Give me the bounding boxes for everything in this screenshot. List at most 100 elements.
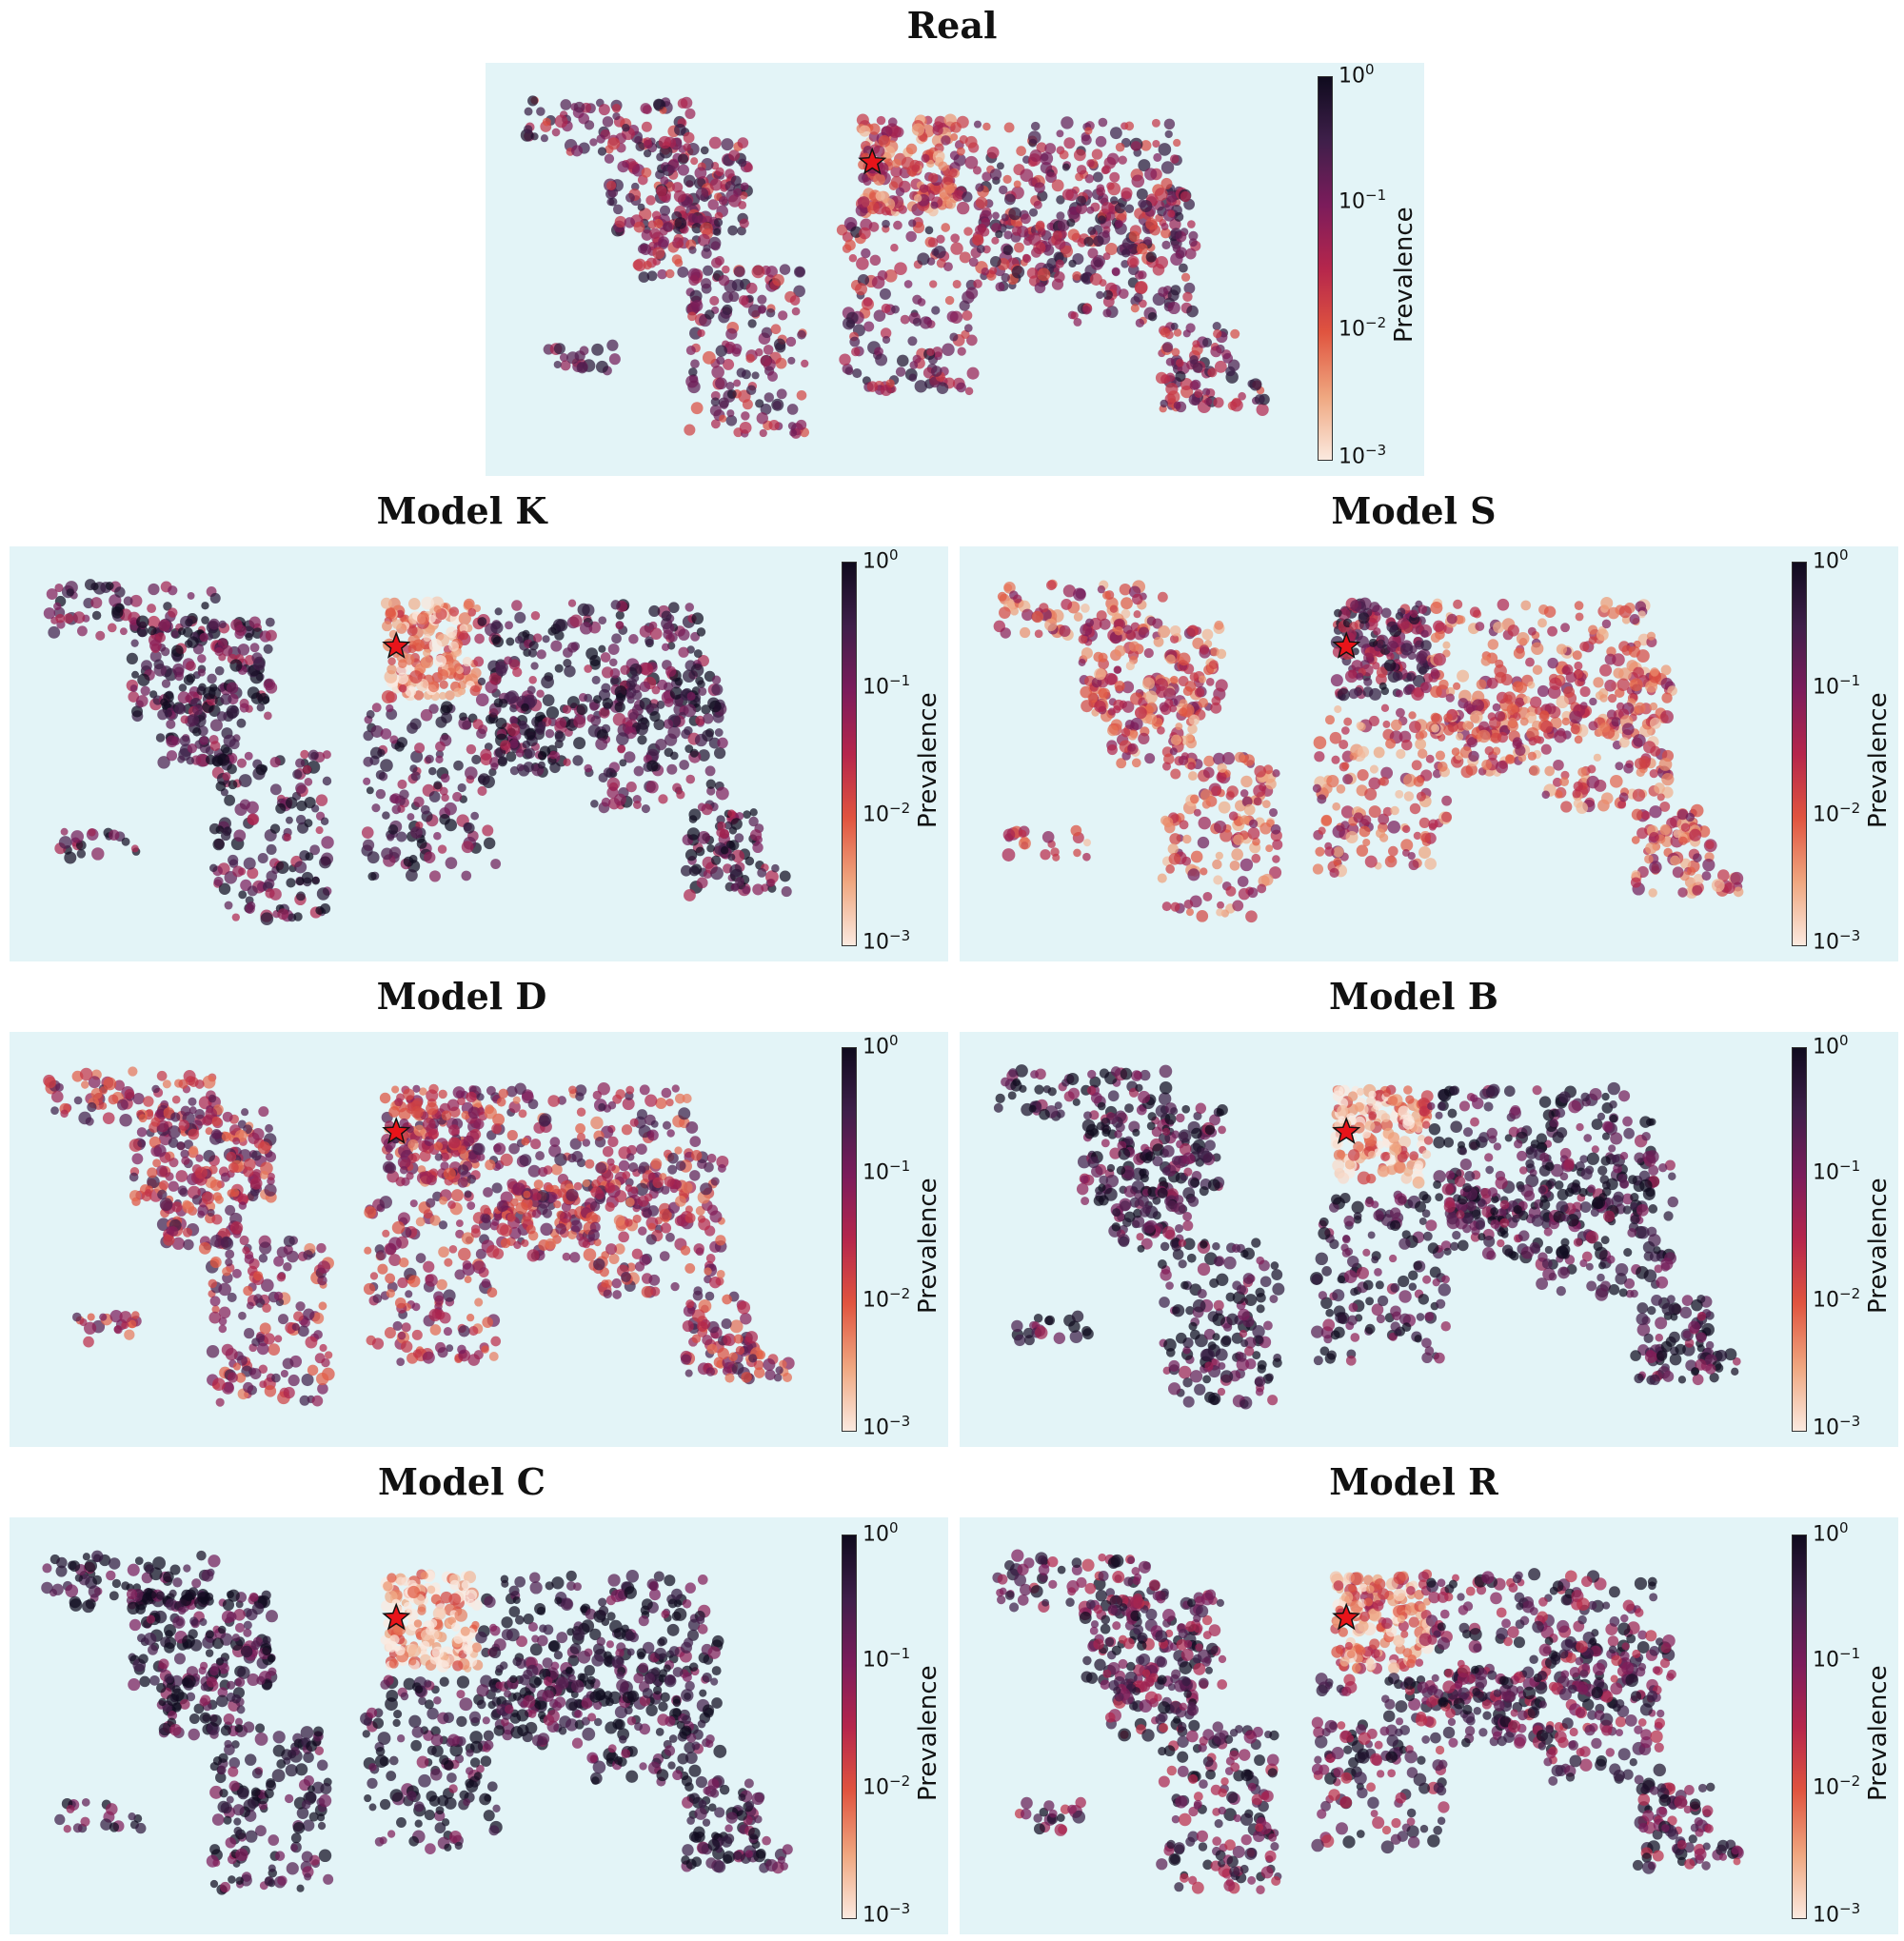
location-point [1198,697,1209,708]
location-point [751,265,765,279]
location-point [1200,867,1208,876]
location-point [1685,812,1696,822]
location-point [856,257,869,270]
location-point [664,733,678,746]
location-point [524,107,533,116]
location-point [880,327,892,339]
location-point [506,751,517,763]
location-point [129,617,138,625]
location-point [211,756,224,767]
location-point [1660,664,1672,676]
location-point [607,644,620,655]
location-point [912,317,922,327]
location-point [857,274,870,287]
location-point [265,1123,273,1133]
location-point [999,185,1008,195]
location-point [758,306,766,314]
location-point [663,222,673,232]
location-point [438,1220,448,1230]
location-point [1028,208,1039,217]
location-point [641,167,652,178]
location-point [380,728,392,740]
location-point [183,1238,194,1251]
location-point [1408,721,1421,734]
location-point [959,251,971,264]
location-point [385,1144,393,1153]
location-point [976,244,985,254]
location-point [311,876,320,885]
location-point [1160,177,1173,189]
location-point [483,837,496,850]
location-point [527,1164,541,1178]
location-point [389,735,399,744]
location-point [488,1352,499,1361]
location-point [1160,222,1169,231]
location-point [433,1141,444,1151]
location-point [687,311,697,322]
location-point [436,1278,447,1291]
location-point [220,1236,232,1248]
location-point [1215,851,1223,861]
location-point [88,828,96,837]
location-point [153,1144,167,1158]
location-point [709,178,723,191]
location-point [457,1097,466,1106]
location-point [975,196,988,209]
location-point [524,125,533,134]
location-point [87,1101,97,1113]
location-point [207,673,217,684]
location-point [1144,753,1156,764]
location-point [695,187,709,201]
location-point [212,838,225,851]
location-point [560,99,572,110]
colorbar-tick: 10−2 [1813,800,1861,827]
location-point [396,672,409,684]
location-point [159,1198,173,1211]
location-point [963,227,973,236]
location-point [367,872,377,881]
location-point [227,1292,237,1302]
location-point [1447,722,1458,733]
location-point [238,890,248,900]
location-point [656,186,667,197]
location-point [462,656,472,667]
location-point [530,610,541,621]
location-point [973,120,982,129]
location-point [1313,736,1327,749]
location-point [734,833,744,843]
location-point [1121,751,1131,761]
location-point [178,1119,190,1131]
location-point [673,189,686,203]
location-point [472,1142,486,1156]
location-point [576,362,588,374]
location-point [628,634,639,644]
location-point [1512,739,1522,749]
location-point [317,1260,331,1274]
location-point [1644,854,1654,864]
location-point [409,718,422,730]
location-point [1187,624,1200,637]
location-point [585,647,599,661]
location-point [1630,877,1641,888]
location-point [900,314,910,325]
location-point [667,1164,678,1175]
location-point [1036,142,1047,153]
location-point [613,793,626,806]
location-point [770,324,782,335]
location-point [797,329,806,340]
location-point [243,1285,253,1297]
location-point [996,162,1004,170]
location-point [1237,876,1249,887]
location-point [459,624,468,633]
location-point [236,1355,248,1366]
location-point [427,1128,439,1140]
location-point [695,715,705,726]
location-point [606,339,619,351]
location-point [964,135,978,149]
location-point [309,844,321,856]
location-point [601,797,611,807]
location-point [146,1108,154,1118]
location-point [43,607,56,620]
location-point [1259,822,1272,835]
location-point [1182,686,1193,697]
